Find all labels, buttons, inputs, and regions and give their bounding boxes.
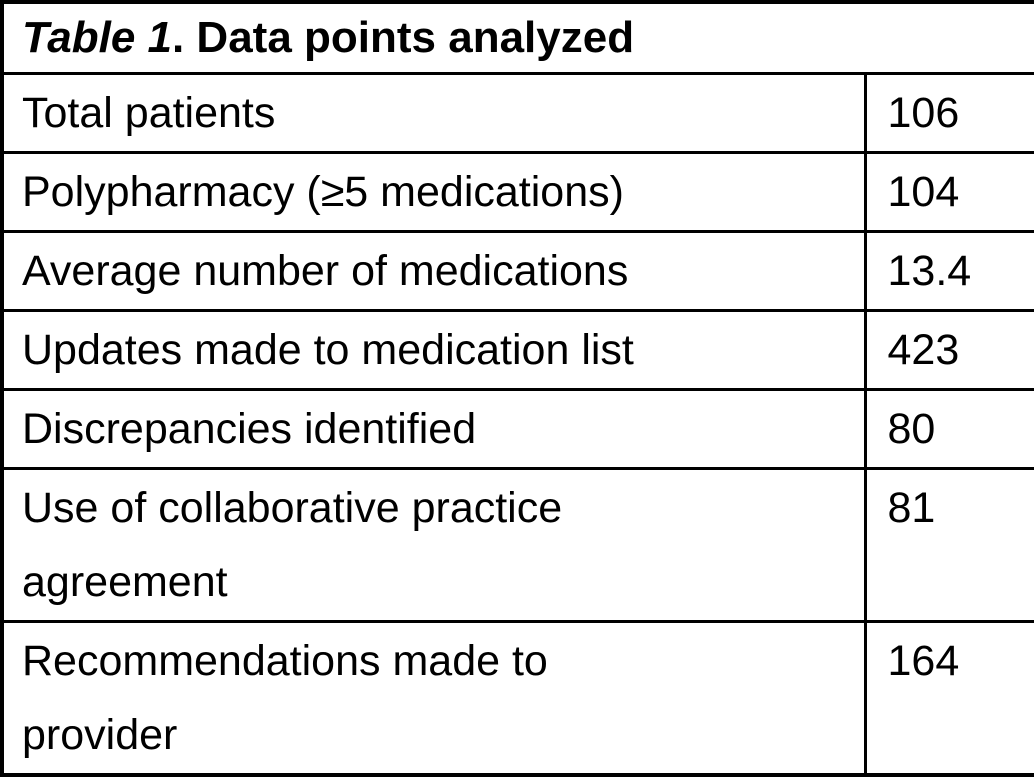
row-label: Updates made to medication list <box>0 309 867 391</box>
row-value: 13.4 <box>863 230 1034 312</box>
row-label: Use of collaborative practice agreement <box>0 467 867 623</box>
table-title-rest: . Data points analyzed <box>171 13 635 62</box>
row-value: 104 <box>863 151 1034 233</box>
table-title-row: Table 1. Data points analyzed <box>0 0 1034 75</box>
table-row: Updates made to medication list 423 <box>0 309 1034 391</box>
table-title: Table 1. Data points analyzed <box>0 0 1034 75</box>
table-row: Polypharmacy (≥5 medications) 104 <box>0 151 1034 233</box>
row-value: 80 <box>863 388 1034 470</box>
row-value: 106 <box>863 72 1034 154</box>
table-title-prefix: Table 1 <box>22 13 172 62</box>
row-label: Recommendations made to provider <box>0 620 867 777</box>
row-value: 81 <box>863 467 1034 623</box>
row-label: Discrepancies identified <box>0 388 867 470</box>
row-value: 164 <box>863 620 1034 777</box>
row-label: Average number of medications <box>0 230 867 312</box>
table-row: Use of collaborative practice agreement … <box>0 467 1034 623</box>
row-value: 423 <box>863 309 1034 391</box>
table-row: Total patients 106 <box>0 72 1034 154</box>
row-label: Total patients <box>0 72 867 154</box>
table-row: Average number of medications 13.4 <box>0 230 1034 312</box>
table-row: Recommendations made to provider 164 <box>0 620 1034 777</box>
row-label: Polypharmacy (≥5 medications) <box>0 151 867 233</box>
table-row: Discrepancies identified 80 <box>0 388 1034 470</box>
